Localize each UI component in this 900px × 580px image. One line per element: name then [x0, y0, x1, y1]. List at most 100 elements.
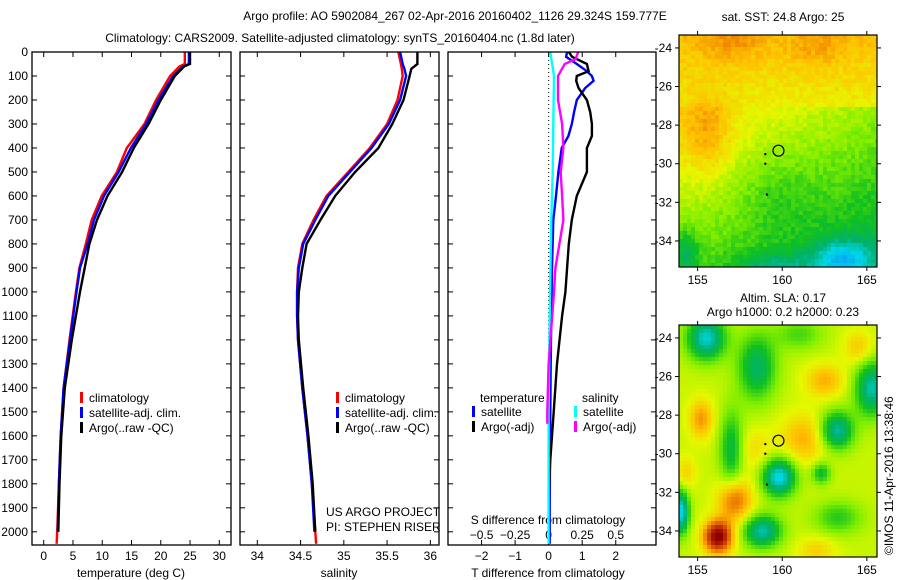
sla-map-image: [679, 325, 877, 557]
profile-line-satellite-adj-clim-: [295, 51, 408, 532]
x-tick-label: 10: [96, 549, 110, 563]
lat-tick-label: -26: [655, 370, 673, 384]
previous-profile-marker: [764, 152, 767, 156]
lat-tick-label: -24: [655, 41, 673, 55]
x-tick-label: 15: [125, 549, 139, 563]
depth-tick-label: 600: [8, 189, 28, 203]
sst-map-frame: [678, 34, 878, 268]
profile-line-temperature-satellite: [548, 51, 596, 544]
legend-label: satellite: [583, 405, 624, 419]
x-tick-label: 34.5: [289, 549, 313, 563]
legend-header-temperature: temperature: [480, 391, 545, 405]
depth-tick-label: 500: [8, 165, 28, 179]
figure-title-line1: Argo profile: AO 5902084_267 02-Apr-2016…: [243, 9, 666, 23]
legend-label: Argo(..raw -QC): [89, 421, 174, 435]
previous-profile-marker: [764, 162, 767, 165]
float-position-marker: [772, 144, 785, 157]
t-difference-xlabel: T difference from climatology: [471, 566, 625, 580]
depth-tick-label: 800: [8, 237, 28, 251]
legend-swatch: [336, 422, 339, 433]
legend-label: Argo(..raw -QC): [345, 421, 430, 435]
sla-map-title-line2: Argo h1000: 0.2 h2000: 0.23: [707, 305, 859, 319]
lat-tick-label: -28: [655, 118, 673, 132]
legend-swatch: [80, 407, 83, 418]
lon-tick-label: 160: [772, 273, 792, 287]
x-tick-label: 5: [70, 549, 77, 563]
lat-tick-label: -30: [655, 447, 673, 461]
depth-tick-label: 100: [8, 69, 28, 83]
salinity-xlabel: salinity: [321, 566, 358, 580]
lon-tick-label: 155: [688, 273, 708, 287]
lat-tick-label: -30: [655, 157, 673, 171]
figure-title-line2: Climatology: CARS2009. Satellite-adjuste…: [105, 31, 575, 45]
lat-tick-label: -26: [655, 80, 673, 94]
depth-tick-label: 1800: [1, 477, 28, 491]
legend-swatch: [574, 406, 577, 417]
plot-frame: [239, 51, 440, 546]
x-tick-label: −1: [508, 549, 522, 563]
lat-tick-label: -24: [655, 331, 673, 345]
depth-tick-label: 1600: [1, 429, 28, 443]
depth-tick-label: 300: [8, 117, 28, 131]
depth-tick-label: 200: [8, 93, 28, 107]
legend-label: climatology: [89, 391, 149, 405]
x-tick-label: 0: [40, 549, 47, 563]
x-tick-label: 35: [337, 549, 351, 563]
depth-tick-label: 400: [8, 141, 28, 155]
depth-tick-label: 900: [8, 261, 28, 275]
sla-map-frame: [678, 324, 878, 558]
legend-swatch: [336, 392, 339, 403]
previous-profile-marker: [764, 452, 767, 455]
s-tick-label: 0.5: [607, 528, 624, 542]
legend-header-salinity: salinity: [582, 391, 619, 405]
lon-tick-label: 155: [688, 563, 708, 577]
lon-tick-label: 160: [772, 563, 792, 577]
legend-swatch: [574, 421, 577, 432]
depth-tick-label: 1100: [2, 309, 28, 323]
legend-swatch: [80, 392, 83, 403]
previous-profile-marker: [765, 193, 769, 196]
depth-tick-label: 1300: [1, 357, 28, 371]
imos-credit: ©IMOS 11-Apr-2016 13:38:46: [882, 396, 896, 555]
legend-label: satellite-adj. clim.: [89, 406, 181, 420]
sst-map-image: [679, 35, 877, 267]
lon-tick-label: 165: [857, 273, 877, 287]
x-tick-label: 35.5: [375, 549, 399, 563]
lat-tick-label: -32: [655, 485, 673, 499]
sst-map-title: sat. SST: 24.8 Argo: 25: [722, 10, 845, 24]
x-tick-label: 30: [213, 549, 227, 563]
legend-label: Argo(-adj): [583, 420, 636, 434]
legend-label: satellite-adj. clim.: [345, 406, 437, 420]
profile-line-temperature-argo-adj-: [547, 51, 594, 496]
depth-tick-label: 0: [21, 45, 28, 59]
x-tick-label: 34: [251, 549, 265, 563]
legend-swatch: [472, 406, 475, 417]
legend-swatch: [472, 421, 475, 432]
x-tick-label: 2: [612, 549, 619, 563]
x-tick-label: 20: [154, 549, 168, 563]
s-tick-label: −0.25: [500, 528, 531, 542]
x-tick-label: 0: [545, 549, 552, 563]
pi-annotation: PI: STEPHEN RISER: [326, 520, 441, 534]
s-tick-label: −0.5: [470, 528, 494, 542]
s-tick-label: 0.25: [571, 528, 595, 542]
temperature-xlabel: temperature (deg C): [77, 566, 185, 580]
depth-tick-label: 1200: [1, 333, 28, 347]
plot-frame: [447, 51, 657, 546]
legend-label: Argo(-adj): [481, 420, 534, 434]
profile-line-salinity-argo-adj-: [546, 51, 580, 424]
depth-tick-label: 1500: [1, 405, 28, 419]
x-tick-label: 25: [183, 549, 197, 563]
legend-swatch: [80, 422, 83, 433]
depth-tick-label: 700: [8, 213, 28, 227]
depth-tick-label: 1700: [1, 453, 28, 467]
depth-tick-label: 2000: [1, 525, 28, 539]
sla-map-title-line1: Altim. SLA: 0.17: [740, 291, 826, 305]
depth-tick-label: 1400: [1, 381, 28, 395]
x-tick-label: 1: [579, 549, 586, 563]
previous-profile-marker: [765, 483, 769, 486]
lat-tick-label: -28: [655, 408, 673, 422]
float-position-marker: [772, 434, 785, 447]
